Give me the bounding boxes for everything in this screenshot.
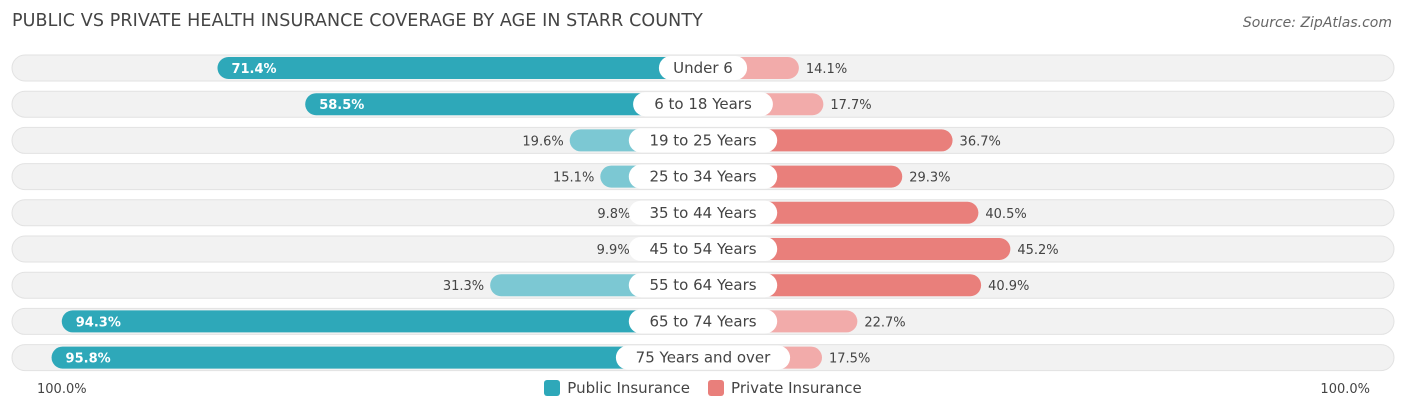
- value-label-private: 40.9%: [988, 279, 1029, 294]
- value-label-private: 29.3%: [909, 171, 950, 186]
- category-pill: [633, 92, 773, 117]
- value-label-public: 31.3%: [443, 279, 484, 294]
- value-label-public: 71.4%: [231, 62, 276, 77]
- category-pill: [628, 128, 778, 153]
- category-pill: [628, 237, 778, 261]
- legend-label-private: Private Insurance: [731, 379, 862, 397]
- value-label-private: 40.5%: [985, 207, 1026, 222]
- value-label-private: 45.2%: [1017, 243, 1058, 258]
- bar-private: [703, 238, 1011, 260]
- category-label: 75 Years and over: [636, 349, 771, 367]
- legend: Public Insurance Private Insurance: [0, 379, 1406, 397]
- category-label: 19 to 25 Years: [649, 131, 756, 149]
- bar-public: [51, 346, 704, 369]
- legend-item-public: Public Insurance: [544, 379, 690, 397]
- value-label-public: 95.8%: [66, 352, 111, 367]
- source-note: Source: ZipAtlas.com: [1242, 15, 1392, 31]
- value-label-public: 58.5%: [319, 98, 364, 113]
- axis-right-label: 100.0%: [1320, 382, 1370, 397]
- value-label-public: 94.3%: [76, 315, 121, 330]
- value-label-private: 17.5%: [829, 352, 870, 367]
- category-label: 55 to 64 Years: [649, 276, 756, 294]
- category-label: 6 to 18 Years: [654, 95, 752, 113]
- legend-label-public: Public Insurance: [567, 379, 691, 397]
- category-pill: [628, 200, 778, 225]
- bar-public: [61, 310, 703, 333]
- category-pill: [658, 56, 748, 80]
- legend-item-private: Private Insurance: [708, 379, 862, 397]
- value-label-private: 14.1%: [806, 62, 847, 77]
- axis-left-label: 100.0%: [37, 382, 87, 397]
- category-label: 65 to 74 Years: [649, 312, 756, 330]
- category-label: 35 to 44 Years: [649, 204, 756, 222]
- category-label: Under 6: [673, 59, 733, 77]
- value-label-public: 9.9%: [597, 243, 630, 258]
- value-label-private: 36.7%: [960, 134, 1001, 149]
- value-label-public: 9.8%: [597, 207, 630, 222]
- value-label-private: 22.7%: [864, 315, 905, 330]
- category-label: 45 to 54 Years: [649, 240, 756, 258]
- bar-public: [217, 57, 704, 79]
- category-pill: [628, 164, 778, 189]
- legend-swatch-private: [708, 380, 725, 396]
- value-label-private: 17.7%: [830, 98, 871, 113]
- category-label: 25 to 34 Years: [649, 168, 756, 186]
- chart-title: PUBLIC VS PRIVATE HEALTH INSURANCE COVER…: [12, 11, 703, 31]
- chart-canvas: 71.4% 14.1% Under 6 58.5% 17.7% 6 to 18 Years…: [11, 54, 1395, 372]
- legend-swatch-public: [544, 380, 561, 396]
- category-pill: [628, 273, 778, 298]
- category-pill: [628, 309, 778, 334]
- value-label-public: 15.1%: [553, 171, 594, 186]
- value-label-public: 19.6%: [522, 134, 563, 149]
- category-pill: [615, 345, 791, 370]
- bar-public: [305, 93, 703, 116]
